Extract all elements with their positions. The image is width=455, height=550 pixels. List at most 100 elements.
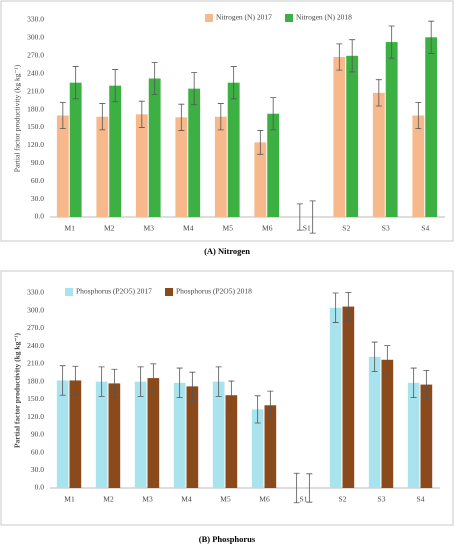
error-bar — [293, 472, 300, 504]
y-tick-label: 330.0 — [27, 15, 44, 24]
bar — [95, 381, 108, 488]
error-bar — [296, 203, 303, 231]
bar — [214, 116, 227, 217]
bar — [69, 380, 82, 488]
bar — [148, 78, 161, 218]
x-tick-label: S2 — [339, 495, 347, 504]
error-bar — [178, 103, 185, 131]
error-bar — [151, 61, 158, 96]
frame — [0, 270, 454, 526]
error-bar — [336, 43, 343, 71]
x-tick-label: S1 — [303, 224, 311, 233]
error-bar — [345, 292, 352, 322]
error-bar — [217, 103, 224, 131]
y-tick-label: 330.0 — [27, 288, 44, 297]
legend-swatch — [205, 14, 213, 22]
error-bar — [270, 97, 277, 131]
caption: (B) Phosphorus — [199, 534, 256, 544]
bar — [69, 82, 82, 217]
y-tick-label: 150.0 — [27, 394, 44, 403]
y-tick-label: 270.0 — [27, 323, 44, 332]
error-bar — [428, 20, 435, 54]
error-bar — [112, 69, 119, 103]
bar — [385, 42, 398, 218]
y-tick-label: 180.0 — [27, 376, 44, 385]
bar — [188, 88, 201, 217]
bar — [96, 116, 109, 217]
error-bar — [384, 345, 391, 375]
bar — [342, 306, 355, 488]
bar — [225, 395, 238, 488]
error-bar — [228, 380, 235, 410]
bar — [412, 115, 425, 217]
y-tick-label: 120.0 — [27, 412, 44, 421]
legend-label: Phosphorus (P2O5) 2018 — [176, 287, 252, 296]
error-bar — [332, 292, 339, 323]
bar — [267, 113, 280, 217]
x-tick-label: S3 — [378, 495, 386, 504]
error-bar — [230, 66, 237, 100]
error-bar — [138, 100, 145, 128]
x-tick-label: S3 — [382, 224, 390, 233]
x-tick-label: M3 — [144, 224, 155, 233]
x-tick-label: M1 — [64, 495, 75, 504]
x-tick-label: M3 — [142, 495, 153, 504]
error-bar — [257, 130, 264, 155]
y-tick-label: 210.0 — [27, 359, 44, 368]
error-bar — [59, 365, 66, 396]
bar — [254, 142, 267, 217]
bar — [56, 115, 69, 217]
x-tick-label: S4 — [421, 224, 429, 233]
y-tick-label: 30.0 — [31, 194, 44, 203]
x-tick-label: S1 — [300, 495, 308, 504]
error-bar — [215, 366, 222, 397]
x-tick-label: M1 — [65, 224, 76, 233]
y-tick-label: 120.0 — [27, 140, 44, 149]
y-tick-label: 240.0 — [27, 68, 44, 77]
x-tick-label: M4 — [183, 224, 194, 233]
bar — [333, 57, 346, 218]
bar — [368, 356, 381, 488]
error-bar — [306, 473, 313, 503]
error-bar — [176, 367, 183, 398]
x-tick-label: M2 — [104, 224, 115, 233]
error-bar — [59, 101, 66, 130]
x-tick-label: M4 — [181, 495, 192, 504]
bar — [329, 307, 342, 488]
error-bar — [254, 395, 261, 424]
y-tick-label: 300.0 — [27, 33, 44, 42]
caption: (A) Nitrogen — [204, 246, 250, 256]
error-bar — [388, 25, 395, 59]
x-tick-label: S2 — [342, 224, 350, 233]
y-tick-label: 0.0 — [35, 483, 45, 492]
x-tick-label: M2 — [103, 495, 114, 504]
error-bar — [410, 367, 417, 398]
error-bar — [111, 368, 118, 398]
y-tick-label: 0.0 — [35, 212, 45, 221]
legend-swatch — [285, 14, 293, 22]
x-tick-label: M6 — [262, 224, 273, 233]
bar — [135, 114, 148, 217]
error-bar — [267, 390, 274, 420]
error-bar — [309, 200, 316, 234]
bar — [420, 384, 433, 488]
bar — [381, 359, 394, 488]
error-bar — [137, 366, 144, 397]
frame — [0, 0, 454, 242]
bar — [56, 380, 69, 488]
legend-label: Nitrogen (N) 2017 — [216, 13, 272, 22]
legend-label: Nitrogen (N) 2018 — [296, 13, 352, 22]
error-bar — [349, 39, 356, 73]
y-tick-label: 210.0 — [27, 86, 44, 95]
bar — [346, 55, 359, 218]
y-tick-label: 240.0 — [27, 341, 44, 350]
x-tick-label: M5 — [220, 495, 231, 504]
y-tick-label: 30.0 — [31, 465, 44, 474]
bar — [407, 382, 420, 488]
error-bar — [98, 366, 105, 397]
y-tick-label: 270.0 — [27, 51, 44, 60]
bar — [134, 381, 147, 488]
y-axis-label: Partial factor productivity (kg kg⁻¹) — [13, 332, 22, 448]
legend-label: Phosphorus (P2O5) 2017 — [76, 287, 152, 296]
